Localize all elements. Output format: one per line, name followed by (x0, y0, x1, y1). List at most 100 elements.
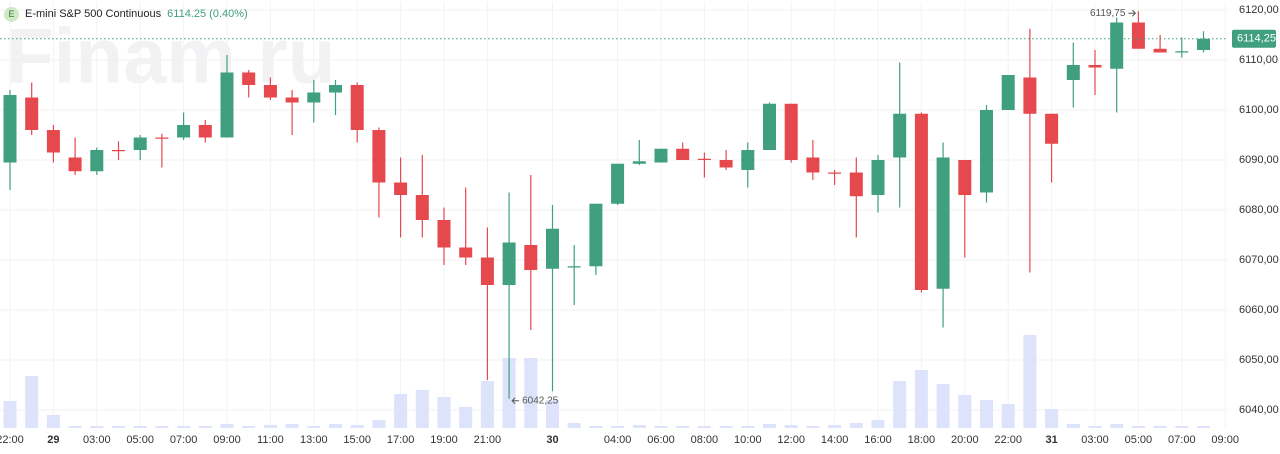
high-marker-arrow (1128, 9, 1137, 17)
candle-body (589, 203, 603, 267)
candle-body (1001, 75, 1015, 110)
volume-bar (242, 426, 256, 428)
last-price-box (1232, 29, 1276, 48)
x-tick-label: 07:00 (170, 434, 198, 446)
x-tick-label: 21:00 (474, 434, 502, 446)
x-tick-label: 10:00 (734, 434, 762, 446)
x-tick-label: 11:00 (257, 434, 284, 446)
candle-body (893, 113, 907, 158)
candle-body (849, 172, 863, 197)
candle-body (372, 130, 386, 183)
candle-body (1088, 65, 1102, 68)
x-tick-label: 09:00 (213, 434, 241, 446)
candle-body (1197, 38, 1210, 50)
x-tick-label: 15:00 (343, 434, 371, 446)
x-tick-label: 06:00 (647, 434, 675, 446)
volume-bar (90, 426, 104, 428)
y-tick-label: 6090,00 (1239, 154, 1279, 166)
candle-body (177, 125, 191, 138)
volume-bar (849, 423, 863, 428)
candle-body (155, 137, 169, 139)
volume-bar (285, 424, 299, 428)
volume-bar (546, 400, 559, 428)
volume-bar (1110, 424, 1124, 428)
candle-body (285, 97, 299, 103)
volume-bar (871, 420, 885, 428)
volume-bar (372, 420, 386, 428)
volume-bar (893, 381, 907, 428)
candle-body (263, 85, 277, 98)
candle-body (437, 220, 451, 248)
symbol-title: E-mini S&P 500 Continuous (25, 8, 162, 20)
y-tick-label: 6040,00 (1239, 404, 1279, 416)
volume-bar (654, 426, 668, 428)
volume-bar (1197, 426, 1210, 428)
x-tick-label: 08:00 (691, 434, 719, 446)
volume-bar (589, 426, 603, 428)
candle-body (936, 157, 950, 289)
volume-bar (1066, 424, 1080, 428)
candle-body (459, 247, 473, 258)
candle-body (242, 72, 256, 85)
candle-body (112, 150, 125, 152)
grid (0, 2, 1228, 428)
volume-bar (784, 425, 798, 428)
candle-body (741, 150, 755, 170)
volume-bar (914, 370, 928, 428)
candle-body (828, 172, 842, 174)
candle-body (1110, 22, 1124, 69)
x-tick-label: 14:00 (821, 434, 849, 446)
volume-bar (1088, 426, 1102, 428)
candle-body (350, 85, 364, 130)
volume-bar (459, 407, 473, 428)
candle-body (719, 160, 733, 168)
candle-body (198, 125, 212, 138)
x-tick-label: 20:00 (951, 434, 979, 446)
candle-body (1153, 48, 1167, 53)
high-marker-label: 6119,75 (1090, 8, 1126, 19)
volume-bar (958, 395, 972, 428)
y-tick-label: 6070,00 (1239, 254, 1279, 266)
x-tick-label: 05:00 (126, 434, 154, 446)
volume-bar (263, 425, 277, 428)
x-tick-label: 22:00 (994, 434, 1022, 446)
volume-bar (1131, 426, 1145, 428)
volume-bar (25, 376, 39, 428)
x-tick-label: 30 (546, 434, 558, 446)
y-tick-label: 6100,00 (1239, 104, 1279, 116)
candle-body (632, 161, 646, 164)
volume-bar (198, 426, 212, 428)
x-tick-label: 12:00 (777, 434, 805, 446)
candle-body (46, 130, 60, 153)
x-tick-label: 03:00 (1081, 434, 1109, 446)
volume-bar (567, 423, 581, 428)
axis-layer: 6040,00 6050,00 6060,00 6070,00 6080,00 6090,… (0, 4, 1279, 446)
candle-body (611, 163, 625, 204)
symbol-badge: E (4, 6, 19, 22)
candle-body (546, 228, 559, 269)
volume-bar (1045, 409, 1059, 428)
volume-layer (3, 335, 1210, 428)
x-tick-label: 04:00 (604, 434, 632, 446)
candle-body (133, 137, 147, 150)
x-tick-label: 03:00 (83, 434, 111, 446)
watermark: Finam.ru (6, 12, 335, 100)
candle-body (3, 95, 17, 163)
y-tick-label: 6080,00 (1239, 204, 1279, 216)
volume-bar (806, 426, 820, 428)
volume-bar (46, 415, 60, 428)
candle-body (502, 242, 516, 285)
low-marker-label: 6042,25 (522, 395, 559, 406)
candle-body (763, 103, 776, 150)
candle-body (524, 245, 538, 270)
volume-bar (763, 424, 776, 428)
volume-bar (828, 425, 842, 428)
volume-bar (329, 424, 342, 428)
volume-bar (697, 426, 711, 428)
candle-layer (3, 11, 1210, 399)
volume-bar (68, 426, 82, 428)
x-tick-label: 05:00 (1125, 434, 1153, 446)
candle-body (220, 72, 234, 138)
